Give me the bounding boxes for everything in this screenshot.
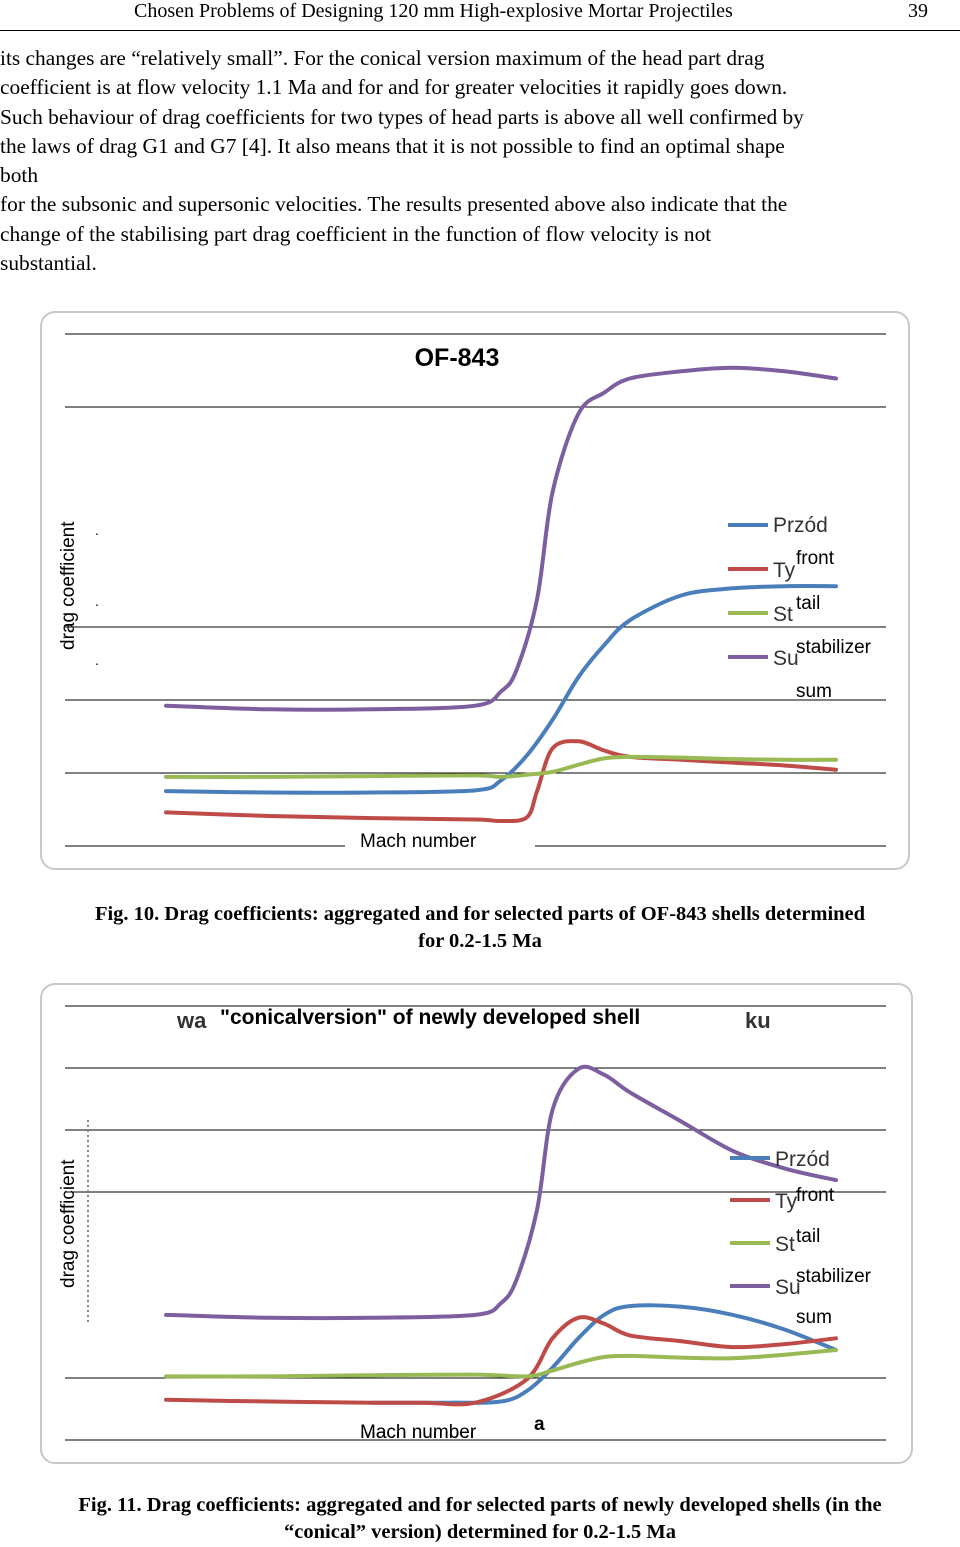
y-axis-label: drag coefficient: [58, 1159, 79, 1288]
legend-label-english: stabilizer: [796, 637, 872, 658]
legend-label-original: Przód: [773, 514, 828, 537]
legend-label-original: St: [775, 1233, 795, 1256]
series-layer: [164, 1064, 838, 1407]
tick-dot: .: [95, 652, 99, 668]
figure-10-chart: OF-843 drag coefficient . . . Mach numbe…: [0, 300, 960, 890]
legend-label-english: tail: [796, 1226, 820, 1247]
figure-10-caption: Fig. 10. Drag coefficients: aggregated a…: [0, 901, 960, 955]
figure-10-svg: OF-843 drag coefficient . . . Mach numbe…: [40, 311, 910, 870]
series-line-front: [370, 1303, 838, 1405]
legend-label-english: front: [796, 1185, 835, 1206]
stray-label: a: [534, 1414, 545, 1435]
x-axis-label: Mach number: [360, 831, 477, 852]
legend-label-original: Ty: [773, 559, 796, 582]
chart-frame: [40, 983, 913, 1464]
chart-title: OF-843: [415, 344, 500, 372]
figure-11-svg: wa "conicalversion" of newly developed s…: [40, 983, 913, 1464]
series-line-sum: [164, 365, 838, 712]
legend-label-original: St: [773, 603, 793, 626]
series-line-sum: [164, 1064, 838, 1321]
legend-label-original: Przód: [775, 1148, 830, 1171]
legend-label-english: front: [796, 548, 835, 569]
text-line: substantial.: [0, 251, 97, 276]
text-line: coefficient is at flow velocity 1.1 Ma a…: [0, 75, 788, 100]
figure-11-chart: wa "conicalversion" of newly developed s…: [0, 972, 960, 1472]
text-line: the laws of drag G1 and G7 [4]. It also …: [0, 133, 785, 158]
page-number: 39: [908, 0, 928, 22]
axis-label-mask: [346, 1412, 532, 1432]
caption-line: for 0.2-1.5 Ma: [418, 930, 542, 952]
series-line-front: [164, 584, 838, 795]
legend: Przód Ty front St tail Su stabilizer sum: [730, 1148, 872, 1328]
chart-title: "conicalversion" of newly developed shel…: [220, 1006, 640, 1029]
series-layer: [164, 365, 838, 824]
legend-label-english: stabilizer: [796, 1266, 872, 1287]
body-paragraph: its changes are “relatively small”. For …: [0, 44, 956, 278]
text-line: Such behaviour of drag coefficients for …: [0, 104, 804, 129]
series-line-tail: [164, 739, 838, 824]
page-header: Chosen Problems of Designing 120 mm High…: [0, 0, 960, 31]
text-line: both: [0, 163, 39, 188]
text-line: change of the stabilising part drag coef…: [0, 221, 712, 246]
legend-label-original: Su: [773, 647, 799, 670]
caption-line: “conical” version) determined for 0.2-1.…: [284, 1521, 676, 1543]
caption-line: Fig. 11. Drag coefficients: aggregated a…: [78, 1494, 882, 1516]
legend-label-original: Su: [775, 1276, 801, 1299]
series-line-stabilizer: [164, 1348, 838, 1379]
y-axis-label: drag coefficient: [58, 521, 79, 650]
series-line-stabilizer: [164, 754, 838, 779]
tick-dot: .: [95, 522, 99, 538]
text-line: its changes are “relatively small”. For …: [0, 46, 765, 70]
legend-label-english: sum: [796, 1307, 832, 1328]
title-fragment-right: ku: [745, 1008, 771, 1033]
caption-line: Fig. 10. Drag coefficients: aggregated a…: [94, 903, 866, 925]
gridlines: [65, 333, 886, 847]
legend-label-english: tail: [796, 593, 820, 614]
legend-label-english: sum: [796, 681, 832, 702]
x-axis-label-overlay: Mach number: [360, 1422, 477, 1443]
legend: Przód Ty front St tail Su stabilizer sum: [728, 514, 872, 702]
legend-label-original: Ty: [775, 1190, 798, 1213]
running-title: Chosen Problems of Designing 120 mm High…: [134, 0, 733, 22]
text-line: for the subsonic and supersonic velociti…: [0, 192, 788, 217]
series-line-tail: [164, 1315, 838, 1407]
figure-11-caption: Fig. 11. Drag coefficients: aggregated a…: [0, 1492, 960, 1546]
chart-frame: [40, 311, 910, 870]
title-fragment-left: wa: [176, 1008, 207, 1033]
tick-dot: .: [95, 593, 99, 609]
